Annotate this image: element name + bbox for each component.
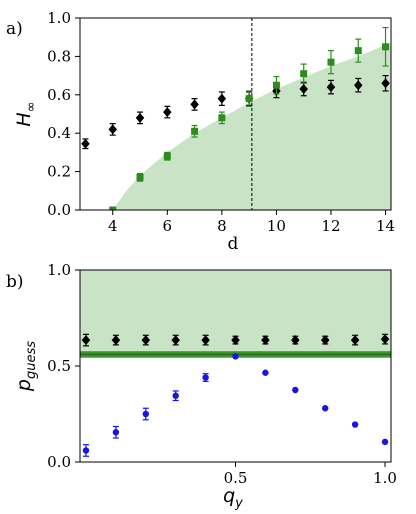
y-axis-title: H∞ — [13, 101, 39, 126]
data-point-circle — [262, 369, 269, 376]
y-axis-title-sub: ∞ — [24, 101, 39, 112]
panel-label: a) — [6, 19, 23, 39]
data-point-circle — [142, 410, 149, 418]
x-tick-label: 1.0 — [373, 469, 397, 487]
x-tick-label: 6 — [163, 217, 173, 235]
x-tick-label: 8 — [217, 217, 227, 235]
data-point-square — [327, 58, 335, 66]
data-point-diamond — [163, 107, 172, 118]
x-axis-title-main: q — [223, 485, 235, 507]
x-tick-label: 4 — [108, 217, 118, 235]
x-tick-label: 14 — [376, 217, 395, 235]
data-point-square — [272, 81, 280, 89]
y-tick-label: 0.0 — [47, 201, 71, 219]
data-point-diamond — [171, 335, 180, 346]
data-point-square — [218, 114, 226, 122]
data-point-diamond — [381, 78, 390, 89]
plot-area — [80, 270, 391, 457]
y-axis-title-sub: guess — [24, 341, 39, 379]
panel-a: 4 6 8 10 12 14 0.0 0.2 0.4 0.6 0.8 1.0 a) d H∞ — [6, 9, 395, 254]
data-point-circle — [351, 421, 359, 428]
data-point-diamond — [141, 335, 151, 346]
panel-b: 0.5 1.0 0.0 0.5 1.0 b) qy pguess — [6, 261, 397, 511]
data-point-diamond — [81, 138, 90, 149]
y-tick-label: 0.8 — [47, 47, 71, 65]
data-point-diamond — [231, 335, 240, 346]
y-tick-label: 0.5 — [47, 357, 71, 375]
data-point-diamond — [299, 84, 308, 95]
y-axis-title-main: H — [13, 112, 35, 126]
y-tick-label: 0.4 — [47, 124, 71, 142]
x-tick-label: 0.5 — [224, 469, 248, 487]
panel-label: b) — [6, 272, 24, 292]
data-point-square — [354, 47, 362, 55]
data-point-diamond — [135, 112, 145, 123]
data-point-square — [382, 43, 390, 51]
data-point-diamond — [108, 124, 117, 135]
y-tick-label: 0.0 — [47, 453, 71, 471]
data-point-square — [245, 95, 253, 103]
plot-frame — [79, 17, 392, 211]
y-tick-label: 1.0 — [47, 9, 71, 27]
data-point-circle — [202, 374, 209, 381]
series-diamond — [81, 333, 390, 347]
plot-area — [81, 18, 391, 210]
y-tick-label: 0.6 — [47, 86, 71, 104]
data-point-square — [191, 127, 199, 135]
data-point-diamond — [190, 99, 199, 110]
x-axis-title: d — [228, 234, 239, 254]
data-point-diamond — [201, 335, 210, 346]
data-point-square — [136, 173, 144, 181]
data-point-square — [109, 206, 117, 210]
series-square — [109, 27, 390, 210]
y-tick-label: 0.2 — [47, 163, 71, 181]
x-tick-label: 10 — [267, 217, 286, 235]
x-axis-title-sub: y — [234, 496, 243, 511]
data-point-circle — [112, 429, 120, 436]
data-point-circle — [172, 392, 179, 399]
data-point-square — [163, 152, 171, 160]
y-axis-title: pguess — [13, 341, 39, 392]
data-point-diamond — [350, 335, 360, 346]
series-circle — [82, 353, 389, 457]
x-axis-title: qy — [223, 485, 243, 511]
data-point-square — [300, 70, 308, 78]
data-point-circle — [381, 438, 389, 446]
data-point-diamond — [111, 335, 121, 346]
data-point-diamond — [354, 80, 363, 91]
data-point-diamond — [217, 93, 227, 104]
data-point-diamond — [261, 335, 270, 346]
data-point-circle — [292, 386, 299, 394]
data-point-circle — [322, 405, 329, 412]
y-tick-label: 1.0 — [47, 261, 71, 279]
shaded-region — [112, 42, 391, 210]
data-point-diamond — [291, 335, 300, 346]
data-point-diamond — [320, 335, 330, 346]
data-point-circle — [232, 353, 239, 360]
y-axis-title-main: p — [13, 379, 35, 392]
data-point-diamond — [81, 335, 91, 346]
data-point-circle — [82, 447, 90, 454]
data-point-diamond — [326, 82, 336, 93]
data-point-diamond — [380, 334, 390, 345]
x-tick-label: 12 — [321, 217, 340, 235]
